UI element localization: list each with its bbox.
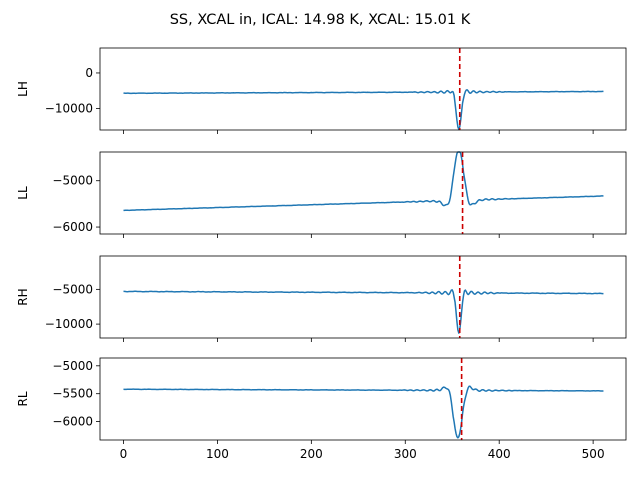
- subplot-lh: 0 −10000 LH: [16, 47, 627, 134]
- y-axis-label-rh: RH: [16, 288, 30, 305]
- y-tick-label: −5000: [52, 359, 93, 373]
- y-tick-label: −5500: [52, 387, 93, 401]
- x-tick-label: 200: [300, 447, 323, 461]
- y-tick-label: −6000: [52, 415, 93, 429]
- x-tick-label: 400: [488, 447, 511, 461]
- x-tick-label: 500: [582, 447, 605, 461]
- y-axis-label-lh: LH: [16, 81, 30, 97]
- series-line-lh: [123, 89, 604, 131]
- subplot-rh: −5000 −10000 RH: [16, 255, 627, 342]
- subplot-panels: 0−10000LH−5000−6000LL−5000−10000RH−5000−…: [16, 47, 627, 461]
- axes-frame-rl: [99, 357, 627, 441]
- y-tick-label: −5000: [52, 174, 93, 188]
- y-tick-label: −10000: [45, 102, 93, 116]
- figure-title: SS, XCAL in, ICAL: 14.98 K, XCAL: 15.01 …: [170, 12, 471, 28]
- axes-frame-rh: [99, 255, 627, 339]
- subplot-rl: −5000 −5500 −6000 0 100 200 300 400 500 RL: [16, 357, 627, 461]
- y-axis-label-rl: RL: [16, 391, 30, 406]
- axes-frame-ll: [99, 151, 627, 235]
- x-tick-label: 100: [206, 447, 229, 461]
- series-line-rl: [123, 385, 604, 439]
- x-tick-label: 0: [120, 447, 128, 461]
- series-line-rh: [123, 289, 604, 334]
- axes-frame-lh: [99, 47, 627, 131]
- y-tick-label: −6000: [52, 220, 93, 234]
- x-tick-label: 300: [394, 447, 417, 461]
- y-tick-label: 0: [85, 66, 93, 80]
- y-tick-label: −10000: [45, 317, 93, 331]
- subplot-ll: −5000 −6000 LL: [16, 151, 627, 238]
- y-axis-label-ll: LL: [16, 186, 30, 200]
- series-line-ll: [123, 151, 604, 212]
- y-tick-label: −5000: [52, 282, 93, 296]
